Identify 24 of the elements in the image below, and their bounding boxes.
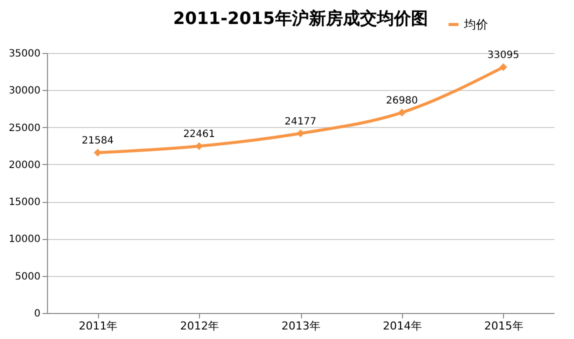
x-tick-label: 2011年 bbox=[78, 320, 118, 332]
x-tick-label: 2012年 bbox=[180, 320, 220, 332]
y-tick-label: 15000 bbox=[8, 197, 40, 208]
data-label: 22461 bbox=[183, 129, 216, 140]
point bbox=[296, 130, 304, 138]
y-tick-label: 5000 bbox=[15, 271, 40, 282]
point bbox=[195, 142, 203, 150]
data-label: 26980 bbox=[386, 96, 418, 107]
x-tick-label: 2014年 bbox=[382, 320, 422, 332]
y-tick-label: 10000 bbox=[8, 234, 40, 246]
y-tick-label: 0 bbox=[34, 308, 40, 320]
data-label: 21584 bbox=[82, 136, 114, 147]
point bbox=[398, 108, 406, 116]
y-tick-label: 35000 bbox=[8, 48, 40, 60]
data-label: 24177 bbox=[284, 116, 316, 128]
point bbox=[499, 63, 508, 72]
legend-label: 均价 bbox=[463, 18, 488, 32]
chart-title: 2011-2015年沪新房成交均价图 bbox=[173, 9, 428, 29]
data-label: 33095 bbox=[487, 50, 520, 62]
y-tick-label: 20000 bbox=[8, 160, 40, 171]
x-tick-label: 2013年 bbox=[282, 320, 320, 332]
y-tick-label: 25000 bbox=[8, 122, 40, 134]
x-tick-label: 2015年 bbox=[484, 320, 524, 332]
y-tick-label: 30000 bbox=[8, 86, 40, 97]
